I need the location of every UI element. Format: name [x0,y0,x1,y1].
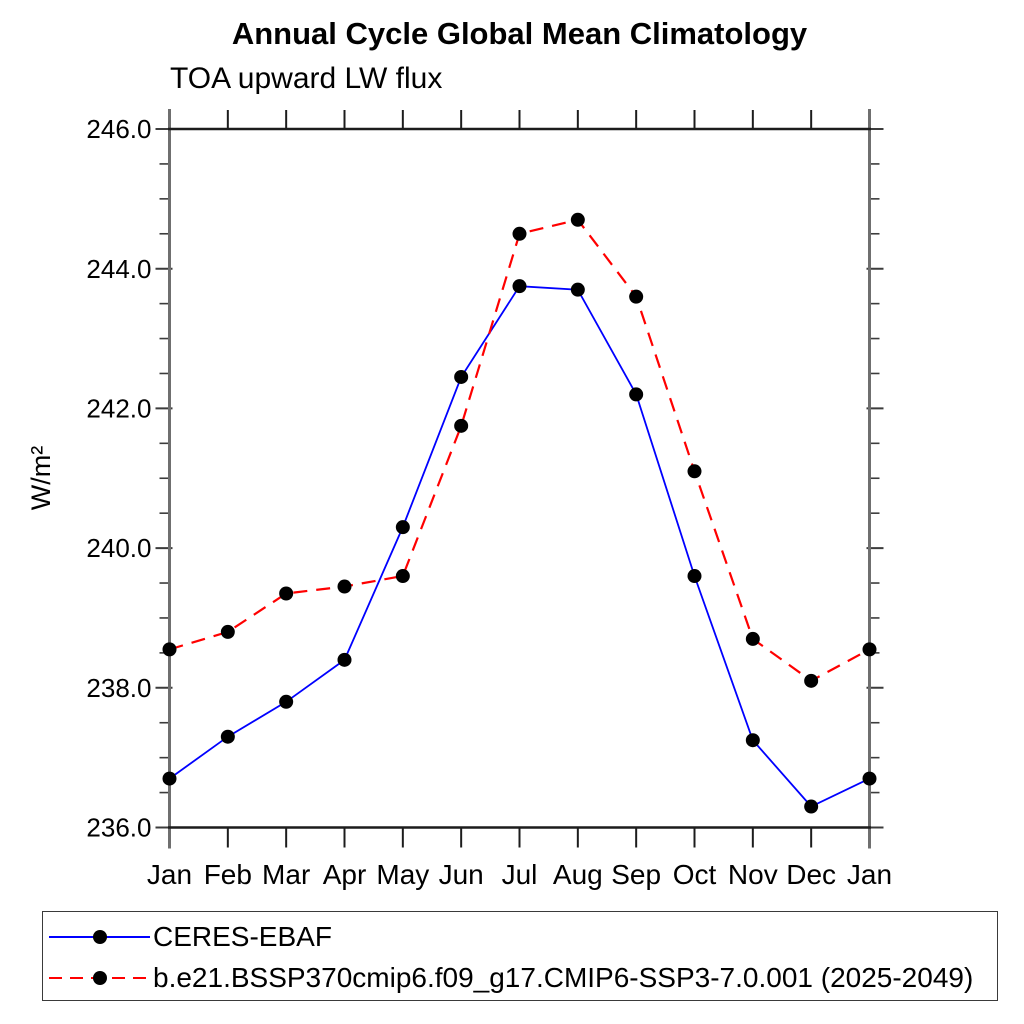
data-point [629,289,644,304]
x-tick-label: Nov [728,859,778,890]
x-tick-label: Dec [786,859,836,890]
legend-item: b.e21.BSSP370cmip6.f09_g17.CMIP6-SSP3-7.… [48,963,973,993]
series-line-solid [168,285,870,808]
legend-label: CERES-EBAF [153,921,332,952]
data-point [687,464,702,479]
x-tick-label: Feb [204,859,252,890]
legend-box: CERES-EBAF b.e21.BSSP370cmip6.f09_g17.CMI… [42,911,998,1001]
data-point [454,369,469,384]
x-tick-label: Oct [673,859,717,890]
x-tick-label: Apr [323,859,367,890]
data-point [337,652,352,667]
data-point [687,569,702,584]
data-point [220,624,235,639]
data-point [220,729,235,744]
data-point [162,771,177,786]
y-tick-label: 238.0 [86,673,151,703]
x-tick-label: May [376,859,429,890]
legend-marker-dot [93,930,107,944]
data-point [570,282,585,297]
data-point [337,579,352,594]
data-point [804,673,819,688]
y-tick-label: 246.0 [86,114,151,144]
data-point [395,520,410,535]
y-tick-label: 236.0 [86,813,151,843]
y-tick-label: 242.0 [86,394,151,424]
chart-subtitle: TOA upward LW flux [170,62,443,95]
data-point [804,799,819,814]
data-point [862,771,877,786]
data-point [862,642,877,657]
x-tick-label: Jul [502,859,538,890]
x-tick-label: Mar [262,859,310,890]
legend-label: b.e21.BSSP370cmip6.f09_g17.CMIP6-SSP3-7.… [153,962,974,993]
data-point [570,212,585,227]
chart-title: Annual Cycle Global Mean Climatology [231,16,808,51]
data-point [512,226,527,241]
y-tick-label: 244.0 [86,254,151,284]
data-point [162,642,177,657]
x-tick-label: Jan [147,859,192,890]
x-tick-label: Aug [553,859,603,890]
data-point [745,733,760,748]
legend-line-swatch [49,930,150,944]
x-tick-label: Sep [611,859,661,890]
data-point [454,418,469,433]
y-tick-label: 240.0 [86,533,151,563]
data-point [512,279,527,294]
data-point [395,569,410,584]
x-tick-label: Jun [439,859,484,890]
legend-line-swatch [49,971,150,985]
data-point [629,387,644,402]
data-point [279,694,294,709]
data-point [279,586,294,601]
legend-item: CERES-EBAF [48,922,332,952]
x-tick-label: Jan [847,859,892,890]
legend-marker-dot [93,971,107,985]
data-point [745,631,760,646]
